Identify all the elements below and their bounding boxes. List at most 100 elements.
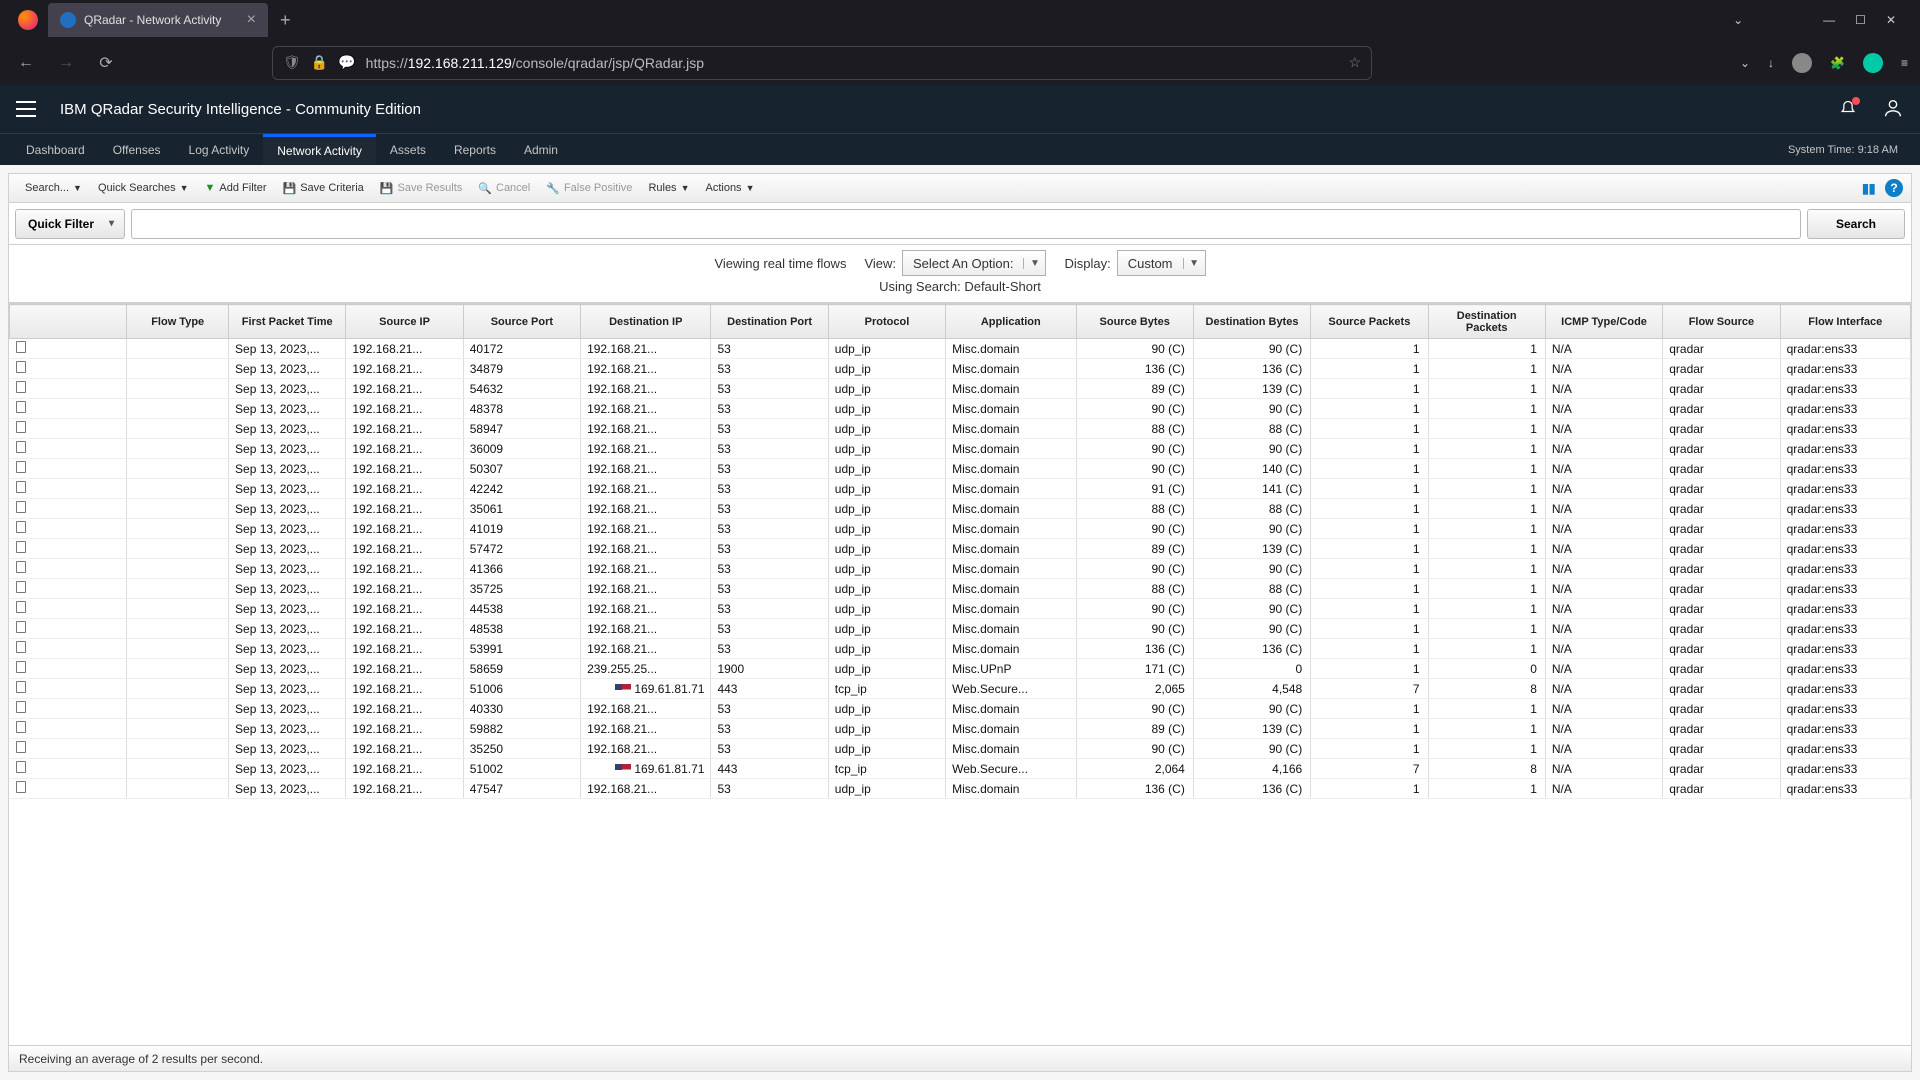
table-row[interactable]: Sep 13, 2023,...192.168.21...48538192.16… <box>10 619 1911 639</box>
search-button[interactable]: Search <box>1807 209 1905 239</box>
shield-icon[interactable]: 🛡 <box>283 54 301 71</box>
menu-icon[interactable]: ≡ <box>1901 56 1908 70</box>
nav-item-network-activity[interactable]: Network Activity <box>263 134 376 165</box>
url-text: https://192.168.211.129/console/qradar/j… <box>366 55 1339 71</box>
column-header[interactable]: Destination Bytes <box>1193 305 1310 339</box>
table-row[interactable]: Sep 13, 2023,...192.168.21...35725192.16… <box>10 579 1911 599</box>
row-icon <box>16 401 26 413</box>
nav-item-assets[interactable]: Assets <box>376 134 440 165</box>
column-header[interactable]: First Packet Time <box>229 305 346 339</box>
table-row[interactable]: Sep 13, 2023,...192.168.21...54632192.16… <box>10 379 1911 399</box>
tabs-dropdown-icon[interactable]: ⌄ <box>1733 13 1743 27</box>
table-row[interactable]: Sep 13, 2023,...192.168.21...35061192.16… <box>10 499 1911 519</box>
row-icon <box>16 541 26 553</box>
bookmark-icon[interactable]: ☆ <box>1348 54 1361 71</box>
column-header[interactable]: Flow Source <box>1663 305 1780 339</box>
nav-bar: ← → ⟳ 🛡 🔒 💬 https://192.168.211.129/cons… <box>0 40 1920 85</box>
nav-item-admin[interactable]: Admin <box>510 134 572 165</box>
column-header[interactable]: Application <box>946 305 1076 339</box>
quick-searches-menu[interactable]: Quick Searches ▼ <box>90 182 197 194</box>
table-row[interactable]: Sep 13, 2023,...192.168.21...41019192.16… <box>10 519 1911 539</box>
column-header[interactable]: ICMP Type/Code <box>1545 305 1662 339</box>
tab-bar: QRadar - Network Activity × + ⌄ — ☐ ✕ <box>0 0 1920 40</box>
column-header[interactable]: Flow Type <box>127 305 229 339</box>
close-tab-icon[interactable]: × <box>247 11 256 29</box>
menu-toggle-icon[interactable] <box>16 101 36 117</box>
extensions-icon[interactable]: 🧩 <box>1830 56 1845 70</box>
column-header[interactable] <box>10 305 127 339</box>
lock-icon[interactable]: 🔒 <box>311 54 328 71</box>
false-positive-button: 🔧False Positive <box>538 182 640 195</box>
pocket-icon[interactable]: ⌄ <box>1740 56 1750 70</box>
nav-item-offenses[interactable]: Offenses <box>99 134 175 165</box>
table-row[interactable]: Sep 13, 2023,...192.168.21...35250192.16… <box>10 739 1911 759</box>
table-row[interactable]: Sep 13, 2023,...192.168.21...51006169.61… <box>10 679 1911 699</box>
maximize-icon[interactable]: ☐ <box>1855 13 1866 27</box>
table-row[interactable]: Sep 13, 2023,...192.168.21...40330192.16… <box>10 699 1911 719</box>
column-header[interactable]: Source Bytes <box>1076 305 1193 339</box>
browser-tab[interactable]: QRadar - Network Activity × <box>48 3 268 37</box>
window-controls: ⌄ — ☐ ✕ <box>1733 13 1912 27</box>
table-row[interactable]: Sep 13, 2023,...192.168.21...57472192.16… <box>10 539 1911 559</box>
column-header[interactable]: Source IP <box>346 305 463 339</box>
display-label: Display: <box>1064 256 1110 271</box>
close-window-icon[interactable]: ✕ <box>1886 13 1896 27</box>
notifications-icon[interactable] <box>1838 99 1858 119</box>
firefox-icon[interactable] <box>18 10 38 30</box>
table-row[interactable]: Sep 13, 2023,...192.168.21...44538192.16… <box>10 599 1911 619</box>
column-header[interactable]: Destination Packets <box>1428 305 1545 339</box>
column-header[interactable]: Destination IP <box>581 305 711 339</box>
table-row[interactable]: Sep 13, 2023,...192.168.21...58947192.16… <box>10 419 1911 439</box>
info-icon[interactable]: 💬 <box>338 54 355 71</box>
column-header[interactable]: Flow Interface <box>1780 305 1910 339</box>
pause-icon[interactable]: ▮▮ <box>1862 180 1875 197</box>
display-dropdown[interactable]: Custom▼ <box>1117 250 1206 276</box>
table-row[interactable]: Sep 13, 2023,...192.168.21...41366192.16… <box>10 559 1911 579</box>
quick-filter-dropdown[interactable]: Quick Filter <box>15 209 125 239</box>
nav-item-log-activity[interactable]: Log Activity <box>175 134 264 165</box>
rules-menu[interactable]: Rules ▼ <box>640 182 697 194</box>
user-icon[interactable] <box>1882 97 1904 122</box>
minimize-icon[interactable]: — <box>1823 13 1835 27</box>
flow-table-wrap[interactable]: Flow TypeFirst Packet TimeSource IPSourc… <box>8 303 1912 1046</box>
back-button[interactable]: ← <box>12 54 40 72</box>
row-icon <box>16 421 26 433</box>
table-row[interactable]: Sep 13, 2023,...192.168.21...47547192.16… <box>10 779 1911 799</box>
product-name: IBM QRadar Security Intelligence - Commu… <box>60 101 421 118</box>
help-icon[interactable]: ? <box>1885 179 1903 197</box>
table-row[interactable]: Sep 13, 2023,...192.168.21...59882192.16… <box>10 719 1911 739</box>
table-row[interactable]: Sep 13, 2023,...192.168.21...42242192.16… <box>10 479 1911 499</box>
nav-item-dashboard[interactable]: Dashboard <box>12 134 99 165</box>
toolbar: Search... ▼ Quick Searches ▼ ▼Add Filter… <box>8 173 1912 203</box>
profile-icon[interactable] <box>1863 53 1883 73</box>
actions-menu[interactable]: Actions ▼ <box>697 182 762 194</box>
column-header[interactable]: Destination Port <box>711 305 828 339</box>
view-dropdown[interactable]: Select An Option:▼ <box>902 250 1046 276</box>
table-row[interactable]: Sep 13, 2023,...192.168.21...36009192.16… <box>10 439 1911 459</box>
row-icon <box>16 361 26 373</box>
search-menu[interactable]: Search... ▼ <box>17 182 90 194</box>
add-filter-button[interactable]: ▼Add Filter <box>197 182 275 194</box>
downloads-icon[interactable]: ↓ <box>1768 56 1774 70</box>
column-header[interactable]: Source Packets <box>1311 305 1428 339</box>
column-header[interactable]: Source Port <box>463 305 580 339</box>
new-tab-button[interactable]: + <box>280 10 291 31</box>
account-icon[interactable] <box>1792 53 1812 73</box>
table-row[interactable]: Sep 13, 2023,...192.168.21...51002169.61… <box>10 759 1911 779</box>
table-row[interactable]: Sep 13, 2023,...192.168.21...40172192.16… <box>10 339 1911 359</box>
url-bar[interactable]: 🛡 🔒 💬 https://192.168.211.129/console/qr… <box>272 46 1372 80</box>
table-row[interactable]: Sep 13, 2023,...192.168.21...50307192.16… <box>10 459 1911 479</box>
save-criteria-button[interactable]: 💾Save Criteria <box>275 182 372 195</box>
nav-item-reports[interactable]: Reports <box>440 134 510 165</box>
table-row[interactable]: Sep 13, 2023,...192.168.21...58659239.25… <box>10 659 1911 679</box>
browser-chrome: QRadar - Network Activity × + ⌄ — ☐ ✕ ← … <box>0 0 1920 85</box>
column-header[interactable]: Protocol <box>828 305 945 339</box>
table-row[interactable]: Sep 13, 2023,...192.168.21...53991192.16… <box>10 639 1911 659</box>
row-icon <box>16 721 26 733</box>
flag-icon <box>615 684 631 695</box>
table-row[interactable]: Sep 13, 2023,...192.168.21...34879192.16… <box>10 359 1911 379</box>
reload-button[interactable]: ⟳ <box>92 53 120 73</box>
filter-input[interactable] <box>131 209 1801 239</box>
row-icon <box>16 701 26 713</box>
table-row[interactable]: Sep 13, 2023,...192.168.21...48378192.16… <box>10 399 1911 419</box>
